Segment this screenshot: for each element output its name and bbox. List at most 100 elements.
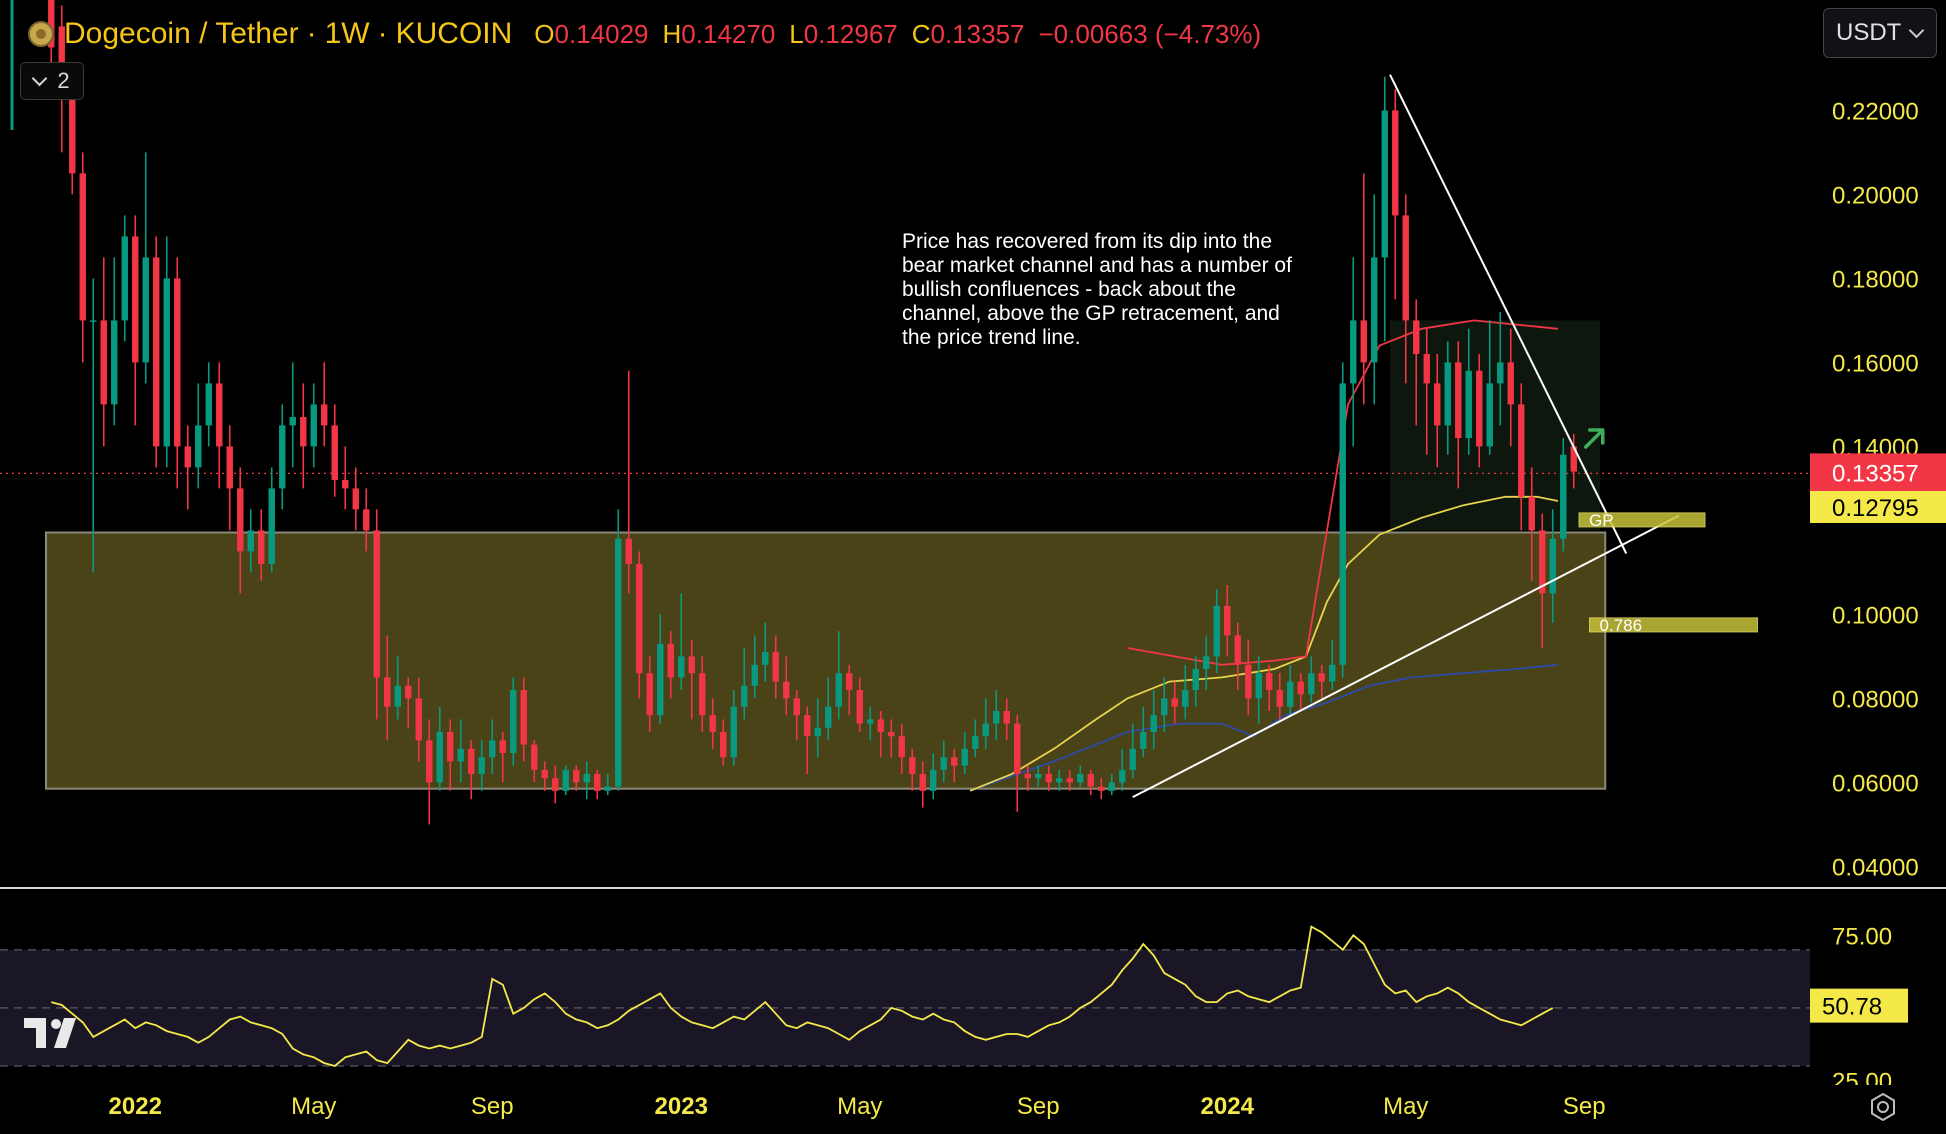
candle-body bbox=[1486, 383, 1493, 447]
time-axis-label: May bbox=[291, 1093, 336, 1120]
candle-body bbox=[688, 656, 695, 674]
candle-body bbox=[1255, 673, 1262, 699]
candle-body bbox=[279, 425, 286, 489]
candle-body bbox=[58, 26, 65, 90]
high-value: 0.14270 bbox=[681, 18, 776, 49]
candle-body bbox=[321, 404, 328, 426]
candle-body bbox=[331, 425, 338, 480]
candle-body bbox=[184, 446, 191, 468]
candle-body bbox=[1014, 723, 1021, 774]
rsi-value-label: 50.78 bbox=[1822, 994, 1882, 1021]
currency-value: USDT bbox=[1836, 19, 1902, 46]
price-axis-tick: 0.16000 bbox=[1832, 350, 1919, 377]
candle-body bbox=[1539, 530, 1546, 594]
candle-body bbox=[373, 530, 380, 678]
bear-market-channel bbox=[45, 531, 1607, 790]
candle-body bbox=[730, 706, 737, 758]
candle-body bbox=[909, 757, 916, 774]
time-axis-label: 2023 bbox=[655, 1093, 708, 1120]
descending-trend-line bbox=[1389, 74, 1628, 554]
candle-body bbox=[426, 740, 433, 783]
time-axis-label: Sep bbox=[1017, 1093, 1060, 1120]
candle-body bbox=[258, 530, 265, 564]
fib-level-label: 0.786 bbox=[1600, 616, 1643, 635]
candle-body bbox=[657, 643, 664, 716]
rsi-axis-tick: 75.00 bbox=[1832, 923, 1892, 950]
ma-price-label: 0.12795 bbox=[1832, 495, 1919, 522]
price-axis-tick: 0.18000 bbox=[1832, 266, 1919, 293]
indicators-toggle-button[interactable]: 2 bbox=[20, 62, 84, 100]
candle-body bbox=[1507, 362, 1514, 405]
candle-body bbox=[111, 320, 118, 405]
ma-price-badge bbox=[1810, 491, 1946, 524]
tradingview-logo-icon[interactable] bbox=[24, 1016, 88, 1050]
candle-body bbox=[1045, 774, 1052, 783]
candle-body bbox=[625, 538, 632, 564]
chart-header: Dogecoin / Tether · 1W · KUCOIN O0.14029… bbox=[28, 14, 1261, 54]
candle-body bbox=[457, 748, 464, 762]
candle-body bbox=[709, 715, 716, 732]
candle-body bbox=[1035, 774, 1042, 779]
price-axis-tick: 0.08000 bbox=[1832, 686, 1919, 713]
candle-body bbox=[520, 690, 527, 745]
fib-level-label: GP bbox=[1589, 511, 1614, 530]
candle-body bbox=[562, 769, 569, 791]
candle-body bbox=[1192, 669, 1199, 690]
candle-body bbox=[636, 564, 643, 674]
close-key: C bbox=[911, 18, 931, 49]
ma-blue-line bbox=[969, 663, 1559, 792]
candle-body bbox=[510, 690, 517, 753]
candle-body bbox=[195, 425, 202, 468]
symbol-name[interactable]: Dogecoin / Tether bbox=[64, 17, 299, 50]
open-key: O bbox=[534, 18, 555, 49]
candle-body bbox=[1476, 370, 1483, 447]
candle-body bbox=[888, 732, 895, 737]
price-change: −0.00663 (−4.73%) bbox=[1038, 18, 1262, 49]
gear-icon[interactable] bbox=[1868, 1092, 1898, 1122]
candle-body bbox=[867, 719, 874, 724]
candle-body bbox=[1392, 110, 1399, 216]
candle-body bbox=[69, 89, 76, 174]
ma-red-line bbox=[1127, 319, 1559, 666]
candle-body bbox=[142, 257, 149, 363]
candle-body bbox=[1528, 496, 1535, 531]
candle-body bbox=[499, 740, 506, 753]
candle-body bbox=[352, 488, 359, 510]
candle-body bbox=[615, 538, 622, 787]
candle-body bbox=[300, 417, 307, 447]
candle-body bbox=[1560, 454, 1567, 539]
candle-body bbox=[1329, 664, 1336, 682]
candle-body bbox=[216, 383, 223, 447]
dogecoin-logo-icon bbox=[28, 21, 54, 47]
ascending-trend-line bbox=[1132, 514, 1680, 798]
candle-body bbox=[1339, 383, 1346, 665]
candle-body bbox=[877, 719, 884, 732]
candle-body bbox=[1276, 690, 1283, 707]
fib-level-box bbox=[1578, 512, 1706, 528]
currency-select[interactable]: USDT bbox=[1823, 8, 1937, 58]
chart-note[interactable]: Price has recovered from its dip into th… bbox=[902, 230, 1292, 349]
time-axis-label: May bbox=[837, 1093, 882, 1120]
candle-body bbox=[153, 257, 160, 447]
candle-body bbox=[1455, 362, 1462, 438]
candle-body bbox=[237, 488, 244, 552]
candle-body bbox=[720, 732, 727, 758]
time-axis-label: May bbox=[1383, 1093, 1428, 1120]
price-axis-tick: 0.10000 bbox=[1832, 602, 1919, 629]
open-value: 0.14029 bbox=[554, 18, 649, 49]
time-axis-label: Sep bbox=[1563, 1093, 1606, 1120]
candle-body bbox=[961, 748, 968, 766]
interval[interactable]: 1W bbox=[324, 17, 370, 50]
candle-body bbox=[79, 173, 86, 321]
candle-body bbox=[1056, 778, 1063, 783]
candle-body bbox=[384, 677, 391, 707]
candle-body bbox=[1444, 362, 1451, 426]
ohlc-values: O0.14029 H0.14270 L0.12967 C0.13357 bbox=[534, 19, 1038, 50]
candle-body bbox=[1003, 711, 1010, 724]
bullish-arrow-icon bbox=[1584, 428, 1605, 449]
price-axis-tick: 0.20000 bbox=[1832, 182, 1919, 209]
candle-body bbox=[478, 757, 485, 774]
candle-body bbox=[541, 769, 548, 779]
chevron-down-icon bbox=[1908, 22, 1925, 39]
